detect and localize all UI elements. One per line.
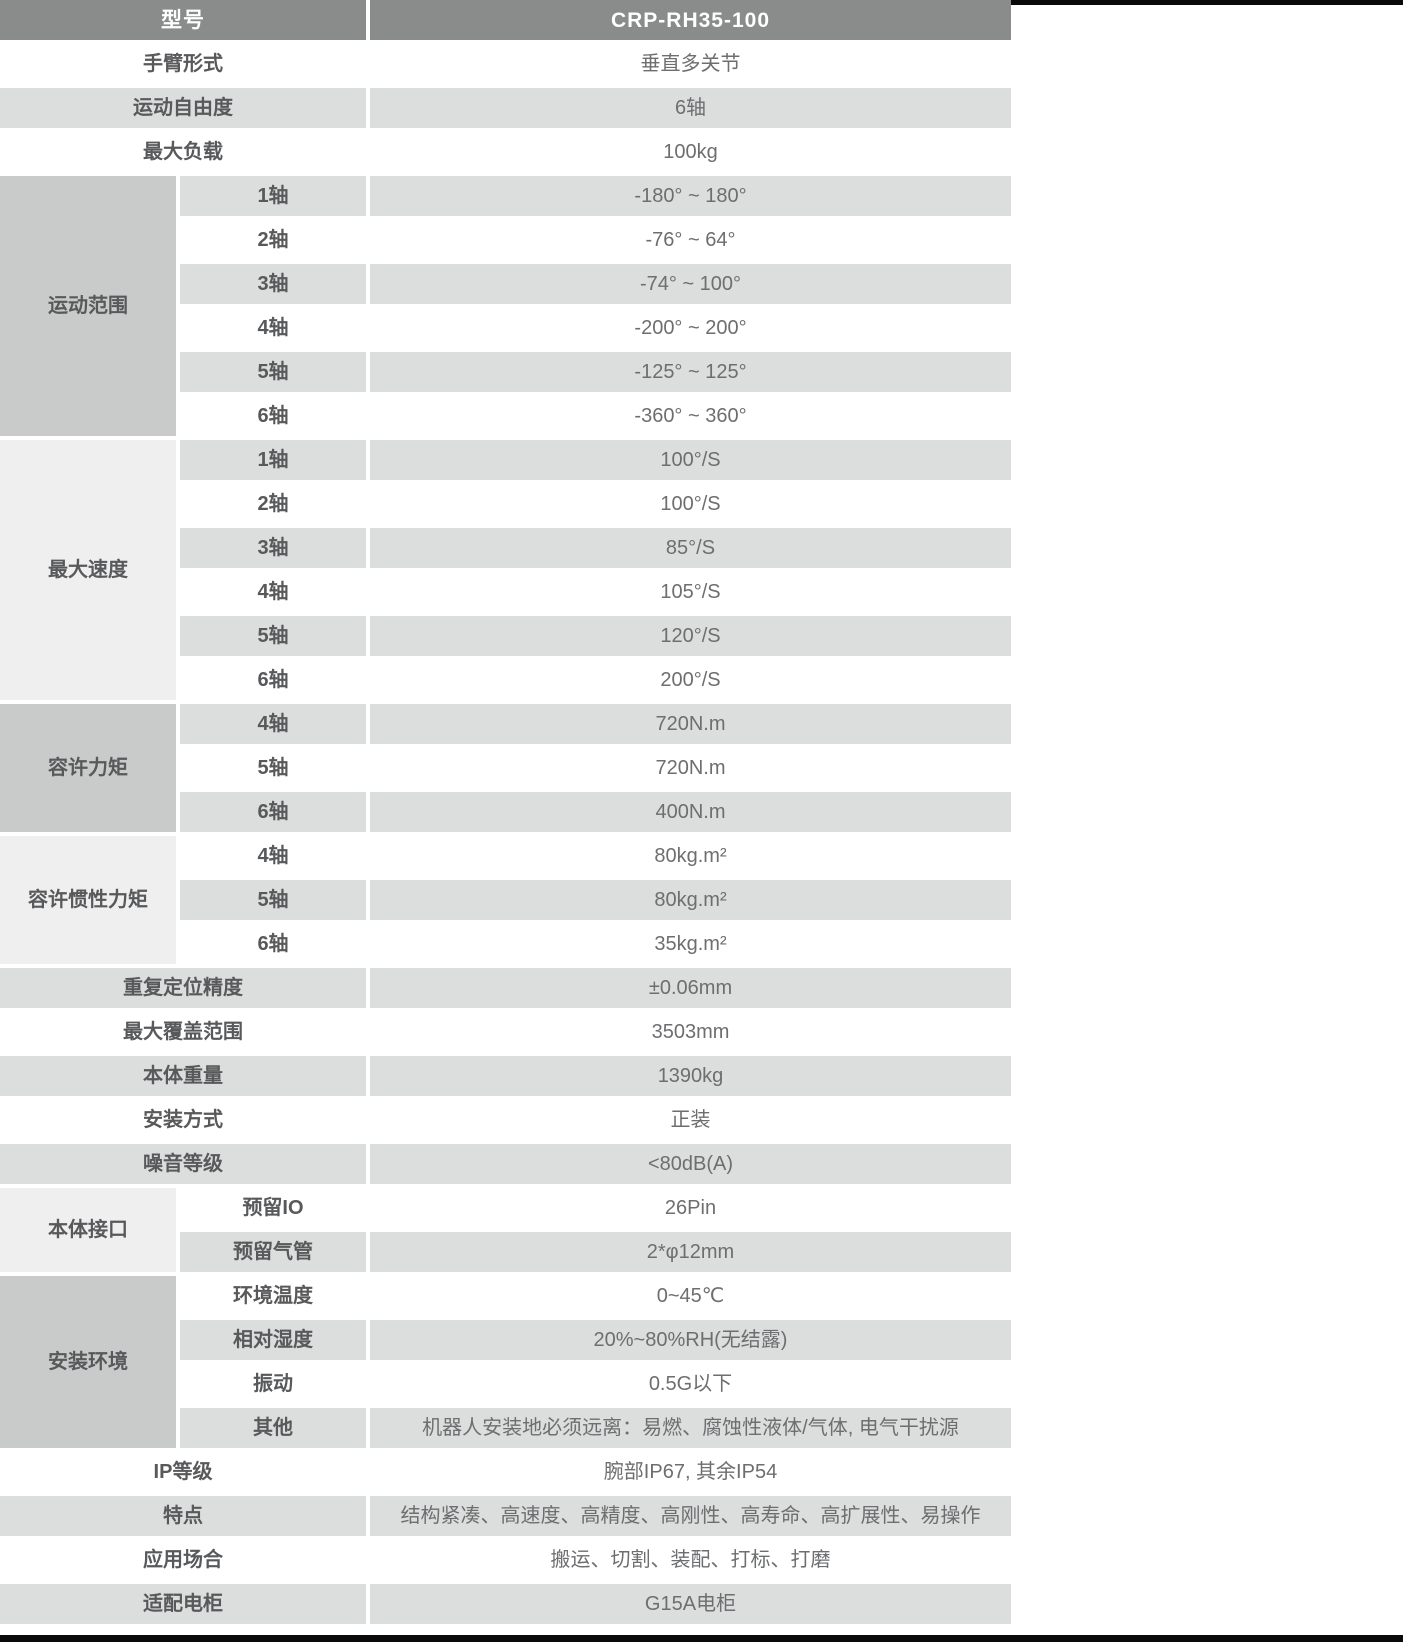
group-3-item-4-label-cell: 5轴 [180,352,366,392]
group-3-item-5-label-cell: 6轴 [257,405,289,427]
spec-table: 型号 CRP-RH35-100 手臂形式 垂直多关节 运动自由度 6轴 最大负载 100k… [0,0,1011,1624]
group-4-item-4-label-cell: 5轴 [180,616,366,656]
group-3-label-cell: 运动范围 [0,176,176,436]
group-4-item-0-label-cell: 1轴 [180,440,366,480]
row-2-value-cell: 100kg [663,141,718,163]
group-6-item-1-value-cell: 80kg.m² [370,880,1011,920]
group-12-item-1-label-cell: 预留气管 [180,1232,366,1272]
row-11-label-cell: 噪音等级 [0,1144,366,1184]
header-model-value-cell: CRP-RH35-100 [370,0,1011,40]
group-5-item-0-value-cell: 720N.m [370,704,1011,744]
group-12-item-1-value-cell: 2*φ12mm [370,1232,1011,1272]
group-4-item-1-label-cell: 2轴 [257,493,289,515]
group-5-item-2-value-cell: 400N.m [370,792,1011,832]
row-1-label-cell: 运动自由度 [0,88,366,128]
group-13-item-2-value-cell: 0.5G以下 [648,1373,733,1395]
group-3-item-0-value-cell: -180° ~ 180° [370,176,1011,216]
group-13-item-1-value-cell: 20%~80%RH(无结露) [370,1320,1011,1360]
row-14-value-cell: 腕部IP67, 其余IP54 [603,1461,778,1483]
group-3-item-3-value-cell: -200° ~ 200° [634,317,747,339]
row-2-label-cell: 最大负载 [143,141,223,163]
group-4-item-3-label-cell: 4轴 [257,581,289,603]
group-4-item-5-label-cell: 6轴 [257,669,289,691]
group-6-item-2-label-cell: 6轴 [257,933,289,955]
group-13-item-1-label-cell: 相对湿度 [180,1320,366,1360]
group-5-item-0-label-cell: 4轴 [180,704,366,744]
row-7-label-cell: 重复定位精度 [0,968,366,1008]
group-3-item-2-label-cell: 3轴 [180,264,366,304]
row-1-value-cell: 6轴 [370,88,1011,128]
bottom-border-bar [0,1635,1403,1642]
row-17-value-cell: G15A电柜 [370,1584,1011,1624]
row-7-value-cell: ±0.06mm [370,968,1011,1008]
row-15-label-cell: 特点 [0,1496,366,1536]
group-13-item-0-label-cell: 环境温度 [233,1285,313,1307]
group-13-item-3-label-cell: 其他 [180,1408,366,1448]
group-4-item-1-value-cell: 100°/S [660,493,721,515]
group-3-item-2-value-cell: -74° ~ 100° [370,264,1011,304]
group-12-label-cell: 本体接口 [0,1188,176,1272]
group-4-item-4-value-cell: 120°/S [370,616,1011,656]
header-model-label-cell: 型号 [0,0,366,40]
row-9-label-cell: 本体重量 [0,1056,366,1096]
group-6-item-2-value-cell: 35kg.m² [654,933,727,955]
group-5-item-2-label-cell: 6轴 [180,792,366,832]
row-8-label-cell: 最大覆盖范围 [123,1021,243,1043]
group-3-item-1-label-cell: 2轴 [257,229,289,251]
group-3-item-1-value-cell: -76° ~ 64° [645,229,736,251]
group-12-item-0-value-cell: 26Pin [664,1197,717,1219]
group-3-item-3-label-cell: 4轴 [257,317,289,339]
row-17-label-cell: 适配电柜 [0,1584,366,1624]
row-16-label-cell: 应用场合 [143,1549,223,1571]
row-8-value-cell: 3503mm [651,1021,730,1043]
row-0-value-cell: 垂直多关节 [640,53,741,75]
group-12-item-0-label-cell: 预留IO [242,1197,304,1219]
group-3-item-0-label-cell: 1轴 [180,176,366,216]
group-5-label-cell: 容许力矩 [0,704,176,832]
row-9-value-cell: 1390kg [370,1056,1011,1096]
row-0-label-cell: 手臂形式 [143,53,223,75]
group-13-item-2-label-cell: 振动 [253,1373,293,1395]
group-4-item-2-value-cell: 85°/S [370,528,1011,568]
row-16-value-cell: 搬运、切割、装配、打标、打磨 [550,1549,831,1571]
top-border-bar [1011,0,1403,5]
row-10-label-cell: 安装方式 [143,1109,223,1131]
group-5-item-1-value-cell: 720N.m [655,757,726,779]
group-6-item-0-label-cell: 4轴 [257,845,289,867]
group-13-item-3-value-cell: 机器人安装地必须远离：易燃、腐蚀性液体/气体, 电气干扰源 [370,1408,1011,1448]
group-6-item-1-label-cell: 5轴 [180,880,366,920]
row-15-value-cell: 结构紧凑、高速度、高精度、高刚性、高寿命、高扩展性、易操作 [370,1496,1011,1536]
group-4-item-2-label-cell: 3轴 [180,528,366,568]
row-11-value-cell: <80dB(A) [370,1144,1011,1184]
group-13-label-cell: 安装环境 [0,1276,176,1448]
group-13-item-0-value-cell: 0~45℃ [656,1285,725,1307]
group-4-item-3-value-cell: 105°/S [660,581,721,603]
group-4-label-cell: 最大速度 [0,440,176,700]
group-6-label-cell: 容许惯性力矩 [0,836,176,964]
group-4-item-0-value-cell: 100°/S [370,440,1011,480]
row-14-label-cell: IP等级 [153,1461,213,1483]
group-3-item-5-value-cell: -360° ~ 360° [634,405,747,427]
group-5-item-1-label-cell: 5轴 [257,757,289,779]
row-10-value-cell: 正装 [670,1109,711,1131]
group-6-item-0-value-cell: 80kg.m² [654,845,727,867]
group-3-item-4-value-cell: -125° ~ 125° [370,352,1011,392]
group-4-item-5-value-cell: 200°/S [660,669,721,691]
